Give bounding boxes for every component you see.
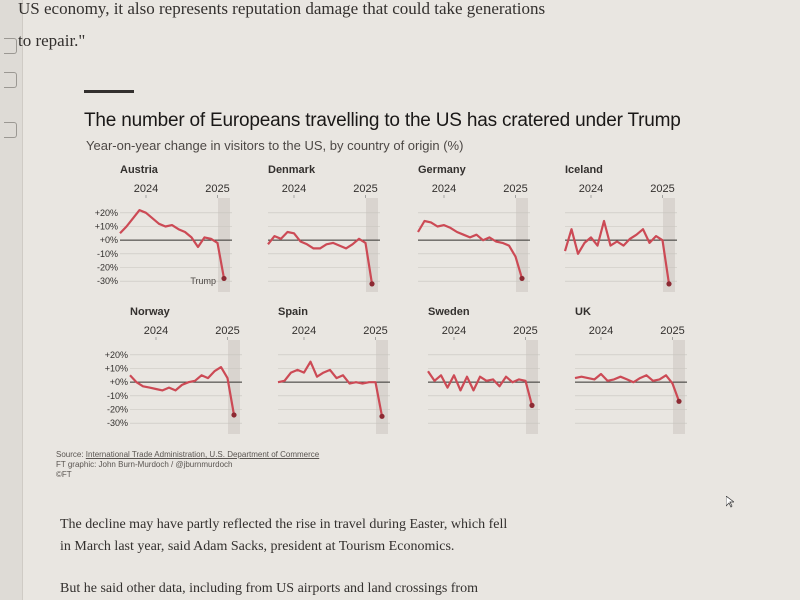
series-line: [417, 219, 524, 279]
y-tick-label: +10%: [95, 222, 118, 232]
panel-norway: Norway 2024 2025 +20% +10% +0% -10% -20% -30%: [105, 306, 242, 434]
panel-denmark: Denmark 2024 2025: [267, 164, 380, 292]
series-line: [129, 366, 236, 416]
source-label: Source:: [56, 450, 86, 459]
x-tick-label: 2024: [134, 183, 158, 195]
series-line: [277, 360, 384, 417]
y-tick-label: +10%: [105, 364, 128, 374]
trump-period-band: [218, 198, 230, 292]
x-tick-label: 2025: [650, 183, 674, 195]
bookmark-icon[interactable]: [4, 38, 17, 54]
paragraph-1-line-1: The decline may have partly reflected th…: [60, 517, 508, 532]
end-point: [529, 402, 535, 408]
y-tick-label: -10%: [107, 391, 128, 401]
chart-copyright: ©FT: [56, 470, 72, 479]
browser-side-strip: [0, 0, 23, 600]
y-tick-label: +20%: [95, 208, 118, 218]
y-tick-label: -30%: [107, 418, 128, 428]
end-point: [231, 412, 237, 418]
panel-title: Spain: [278, 306, 308, 318]
panel-title: Germany: [418, 164, 467, 176]
x-tick-label: 2025: [660, 325, 684, 337]
series-line: [427, 370, 534, 406]
series-line: [563, 219, 671, 285]
x-tick-label: 2025: [503, 183, 527, 195]
series-line: [119, 209, 226, 279]
section-rule: [84, 90, 134, 93]
x-tick-label: 2025: [513, 325, 537, 337]
x-tick-label: 2024: [579, 183, 603, 195]
panel-spain: Spain 2024 2025: [277, 306, 390, 434]
y-tick-label: +0%: [100, 235, 118, 245]
trump-period-band: [526, 340, 538, 434]
x-tick-label: 2024: [282, 183, 306, 195]
x-tick-label: 2025: [363, 325, 387, 337]
chart-subtitle: Year-on-year change in visitors to the U…: [86, 138, 464, 153]
series-line: [574, 372, 681, 402]
end-point: [221, 275, 227, 282]
mouse-cursor-icon: [726, 496, 734, 508]
x-tick-label: 2024: [442, 325, 466, 337]
end-point: [519, 275, 525, 282]
panel-germany: Germany 2024 2025: [417, 164, 530, 292]
y-tick-label: -20%: [97, 263, 118, 273]
panel-title: Norway: [130, 306, 171, 318]
paragraph-2-line-1: But he said other data, including from U…: [60, 581, 478, 596]
x-tick-label: 2024: [589, 325, 613, 337]
series-line: [267, 230, 374, 285]
y-tick-label: +20%: [105, 350, 128, 360]
x-tick-label: 2025: [205, 183, 229, 195]
x-tick-label: 2024: [292, 325, 316, 337]
panel-title: UK: [575, 306, 591, 318]
end-point: [369, 281, 375, 287]
panel-title: Denmark: [268, 164, 316, 176]
panel-iceland: Iceland 2024 2025: [563, 164, 677, 292]
chart-title: The number of Europeans travelling to th…: [84, 110, 681, 131]
panel-sweden: Sweden 2024 2025: [427, 306, 540, 434]
end-point: [666, 281, 672, 287]
trump-period-band: [673, 340, 685, 434]
end-point: [379, 413, 385, 419]
panel-title: Austria: [120, 164, 159, 176]
end-point: [676, 398, 682, 404]
quote-line-1: US economy, it also represents reputatio…: [18, 0, 546, 18]
trump-period-band: [228, 340, 240, 434]
trump-period-band: [376, 340, 388, 434]
x-tick-label: 2024: [144, 325, 168, 337]
x-tick-label: 2025: [215, 325, 239, 337]
y-tick-label: -30%: [97, 276, 118, 286]
copy-icon[interactable]: [4, 72, 17, 88]
trump-annotation: Trump: [190, 276, 216, 286]
panel-austria: Austria 2024 2025 +20% +10% +0% -10% -20% -30% Tr…: [95, 164, 232, 292]
y-tick-label: -10%: [97, 249, 118, 259]
chart-source: Source: International Trade Administrati…: [56, 450, 319, 480]
panel-title: Iceland: [565, 164, 603, 176]
article-paragraph-1: The decline may have partly reflected th…: [60, 514, 660, 558]
panel-uk: UK 2024 2025: [574, 306, 687, 434]
quote-line-2: to repair.": [18, 31, 86, 50]
chart-credit: FT graphic: John Burn-Murdoch / @jburnmu…: [56, 460, 233, 469]
x-tick-label: 2024: [432, 183, 456, 195]
y-tick-label: +0%: [110, 377, 128, 387]
article-paragraph-2: But he said other data, including from U…: [60, 578, 660, 600]
x-tick-label: 2025: [353, 183, 377, 195]
y-tick-label: -20%: [107, 405, 128, 415]
source-link[interactable]: International Trade Administration, U.S.…: [85, 450, 320, 459]
share-icon[interactable]: [4, 122, 17, 138]
panel-title: Sweden: [428, 306, 470, 318]
paragraph-1-line-2: in March last year, said Adam Sacks, pre…: [60, 539, 455, 554]
